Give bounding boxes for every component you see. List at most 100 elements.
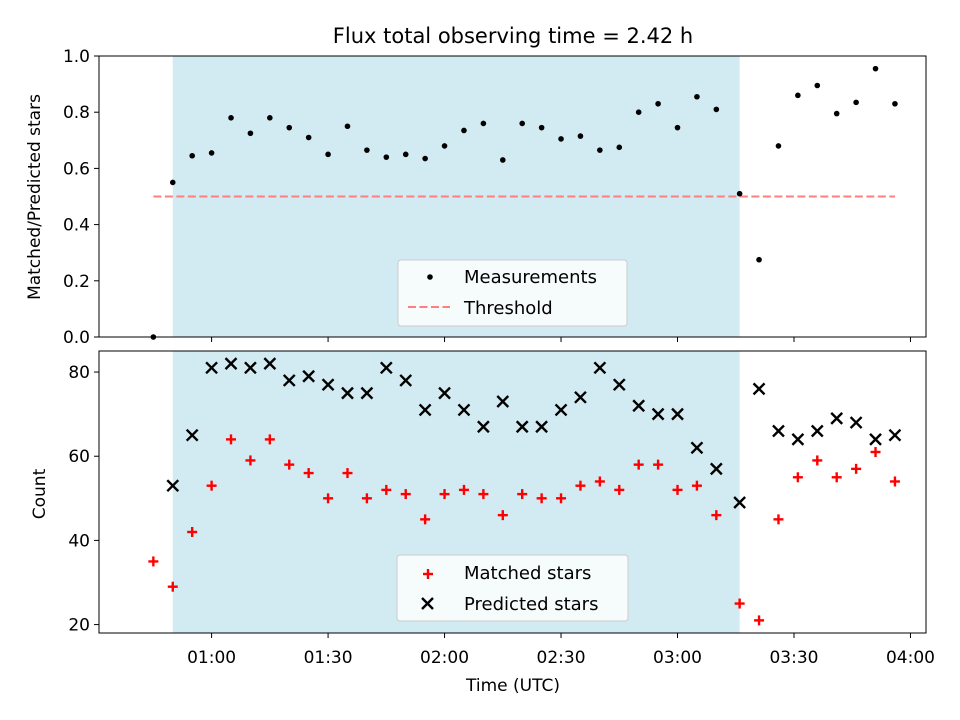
measurement-point [597,147,603,153]
measurement-point [795,92,801,99]
x-marker-b [849,416,863,429]
measurement-point [364,147,370,153]
bottom-legend: Matched stars Predicted stars [396,554,629,622]
matched-star-point [303,468,314,479]
x-marker-b [593,361,607,375]
matched-star-point [653,459,664,470]
matched-star-point [361,493,372,504]
matched-star-point [187,526,198,537]
matched-star-point [594,476,605,487]
measurement-point [402,151,409,158]
measurement-point [775,143,782,149]
measurement-point [635,109,642,115]
predicted-star-point [612,378,626,392]
predicted-star-point [869,433,882,446]
matched-star-point [754,615,765,626]
matched-star-point [812,455,823,466]
x-marker-b [341,386,354,400]
x-tick-label: 01:00 [187,648,236,668]
matched-star-point [439,489,450,500]
legend-predicted-label: Predicted stars [464,594,598,615]
legend-predicted-marker [421,597,434,610]
predicted-star-point [263,357,277,370]
bottom-y-tick-label: 40 [68,531,90,551]
measurement-point [519,120,526,127]
top-y-axis: 0.0 0.2 0.4 0.6 0.8 1.0 [63,47,99,348]
top-y-tick-label: 0.4 [63,216,90,236]
predicted-star-point [651,407,665,421]
matched-star-point [323,493,334,504]
matched-star-point [245,455,256,466]
x-marker-b [515,420,529,434]
matched-star-point [381,484,392,495]
bottom-y-tick-label: 80 [68,363,90,383]
measurement-point [674,124,681,131]
matched-star-point [734,598,745,609]
measurement-point [228,115,234,121]
x-marker-b [282,374,296,387]
predicted-star-point [418,403,432,417]
predicted-star-point [810,424,824,438]
x-marker-b [205,361,218,375]
matched-star-point [773,514,784,525]
x-marker-b [457,403,471,417]
x-marker-b [791,433,805,446]
predicted-star-point [772,424,785,438]
predicted-star-point [496,395,510,408]
matched-star-point [870,447,881,458]
predicted-star-point [888,428,902,442]
measurement-points [150,65,898,340]
x-marker-b [438,386,451,400]
top-y-tick-label: 0.6 [63,159,90,179]
matched-star-point [614,484,625,495]
x-marker-b [166,479,180,493]
x-marker-b [810,424,824,438]
predicted-star-point [166,479,180,493]
predicted-star-point [515,420,529,434]
predicted-star-point [205,361,218,375]
measurement-point [208,150,215,156]
matched-star-point [831,472,842,483]
matched-star-point [420,514,431,525]
predicted-star-point [733,496,746,509]
matched-star-point [206,480,217,491]
x-tick-label: 02:30 [537,648,586,668]
matched-star-point [672,484,683,495]
predicted-star-point [632,399,646,413]
x-tick-label: 04:00 [886,648,935,668]
matched-star-point [711,510,722,521]
x-marker-b [752,382,766,396]
measurement-point [441,143,448,149]
matched-star-point [478,489,489,500]
x-marker-b [632,399,646,413]
predicted-star-point [379,361,393,375]
x-marker-b [379,361,393,375]
x-marker-b [869,433,882,446]
measurement-point [872,65,879,72]
measurement-point [189,152,195,159]
measurement-point [325,151,331,158]
top-y-tick-label: 0.2 [63,272,90,292]
measurement-point [422,155,428,162]
predicted-star-point [752,382,766,396]
measurement-point [756,256,762,263]
matched-star-point [556,493,567,504]
predicted-star-point [244,361,257,375]
top-y-tick-label: 1.0 [63,47,90,67]
x-tick-label: 03:30 [769,648,818,668]
x-marker-b [477,420,490,434]
x-marker-b [671,407,684,421]
top-legend: Measurements Threshold [397,259,628,327]
x-marker-b [535,420,548,434]
measurement-point [892,100,898,107]
measurement-point [577,133,584,139]
measurement-point [480,120,487,127]
matched-star-point [284,459,295,470]
measurement-point [616,144,623,151]
x-marker-b [185,428,199,442]
x-marker-b [574,390,587,404]
x-marker-b [888,428,902,442]
bottom-y-axis-label: Count [30,468,50,519]
x-marker-b [709,462,723,476]
